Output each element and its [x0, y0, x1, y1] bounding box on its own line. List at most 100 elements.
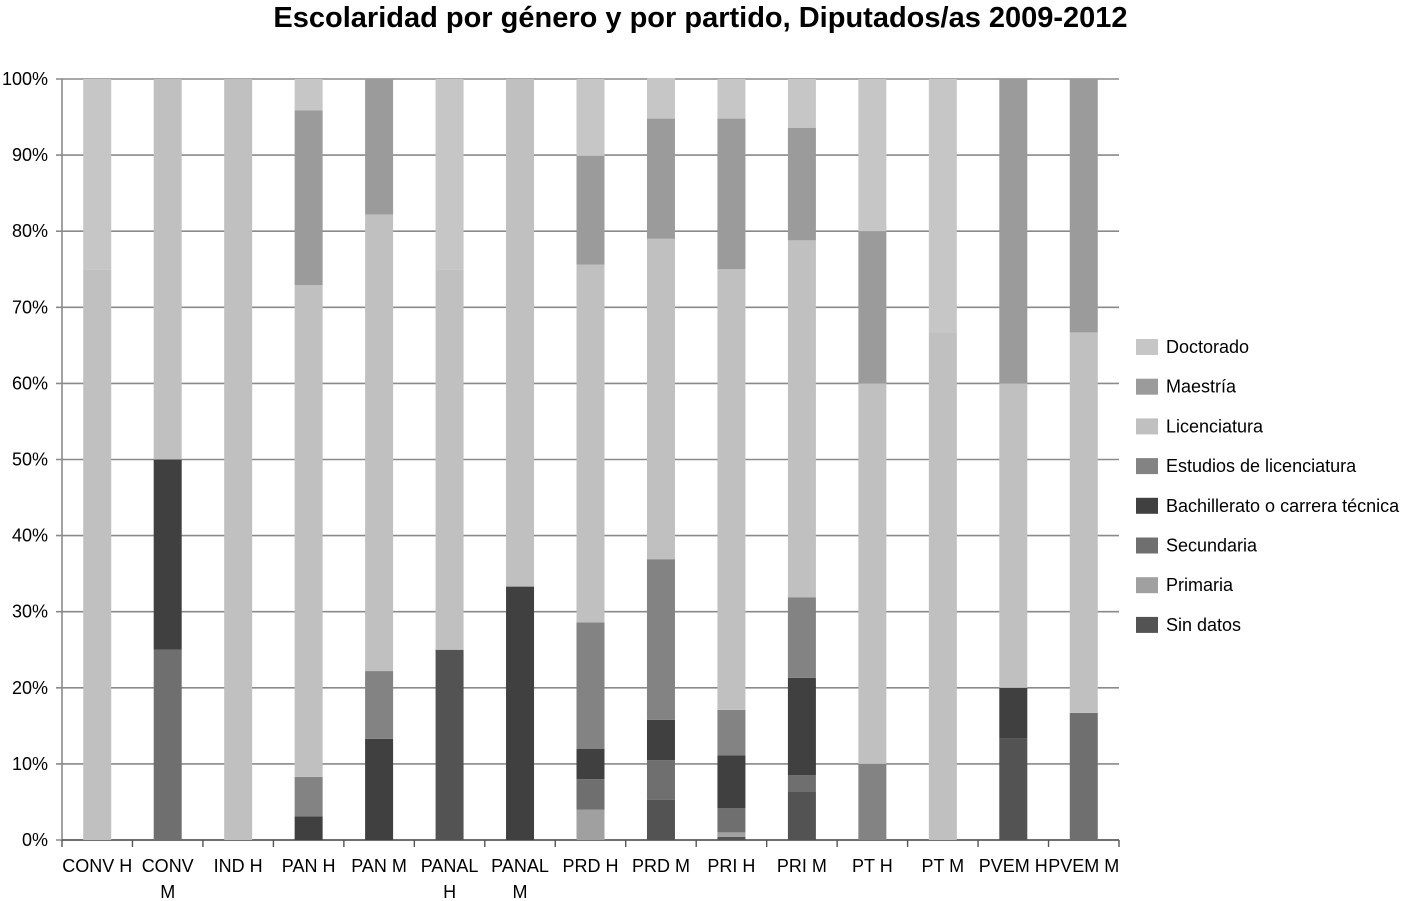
x-tick-label: CONV: [142, 856, 194, 876]
bar-segment: [928, 332, 957, 840]
bar-segment: [294, 110, 323, 286]
x-tick-label: PRD H: [562, 856, 618, 876]
x-tick-label: PANAL: [491, 856, 549, 876]
bar-segment: [717, 79, 746, 119]
legend-label: Estudios de licenciatura: [1166, 456, 1357, 476]
bar-segment: [787, 775, 816, 792]
bar-segment: [294, 285, 323, 777]
bar-segment: [435, 79, 464, 270]
bar-segment: [787, 791, 816, 840]
legend-swatch: [1136, 497, 1158, 514]
bar-segment: [576, 264, 605, 623]
bar-segment: [576, 79, 605, 156]
bar-segment: [153, 459, 182, 650]
legend-label: Licenciatura: [1166, 416, 1264, 436]
bar-segment: [1069, 712, 1098, 840]
bar-segment: [153, 649, 182, 840]
bar-segment: [365, 738, 394, 840]
bar-segment: [646, 559, 675, 720]
y-tick-label: 50%: [12, 450, 48, 470]
bar-segment: [294, 776, 323, 817]
y-tick-label: 100%: [2, 69, 48, 89]
bar-segment: [506, 79, 535, 587]
legend-label: Sin datos: [1166, 615, 1241, 635]
bar-segment: [294, 816, 323, 840]
x-tick-label: PVEM H: [979, 856, 1048, 876]
bar-segment: [717, 709, 746, 756]
legend-swatch: [1136, 537, 1158, 554]
legend: Doctorado Maestría Licenciatura Estudios de…: [1136, 337, 1400, 635]
x-tick-label: PANAL: [421, 856, 479, 876]
bar-segment: [83, 79, 112, 270]
x-tick-label: PRI H: [707, 856, 755, 876]
bar-segment: [576, 748, 605, 780]
bar-segment: [717, 118, 746, 270]
y-tick-label: 40%: [12, 526, 48, 546]
bar-segment: [717, 269, 746, 710]
x-tick-label: PAN M: [351, 856, 407, 876]
bar-segment: [83, 269, 112, 840]
x-tick-label: PRD M: [632, 856, 690, 876]
bar-segment: [928, 79, 957, 333]
bar-segment: [646, 78, 675, 119]
legend-swatch: [1136, 616, 1158, 633]
y-tick-label: 90%: [12, 145, 48, 165]
bar-segment: [858, 763, 887, 840]
bar-segment: [576, 779, 605, 810]
bar-segment: [365, 671, 394, 739]
x-tick-label: H: [443, 882, 456, 901]
bar-segment: [646, 118, 675, 239]
y-tick-label: 20%: [12, 678, 48, 698]
bar-segment: [787, 597, 816, 678]
y-tick-label: 30%: [12, 602, 48, 622]
bar-segment: [576, 809, 605, 840]
x-axis: CONV H CONV M IND H PAN H PAN M PANAL H PANAL M PR…: [62, 856, 1119, 901]
x-tick-label: PT M: [921, 856, 964, 876]
bar-segment: [999, 687, 1028, 739]
bar-segment: [1069, 79, 1098, 333]
bar-segment: [576, 622, 605, 749]
bar-segment: [1069, 332, 1098, 713]
bars: [83, 78, 1098, 840]
bar-segment: [576, 155, 605, 265]
bar-segment: [858, 383, 887, 764]
bar-segment: [858, 79, 887, 232]
bar-segment: [435, 649, 464, 840]
y-tick-label: 10%: [12, 754, 48, 774]
bar-segment: [365, 79, 394, 215]
bar-segment: [787, 240, 816, 598]
legend-label: Bachillerato o carrera técnica: [1166, 496, 1400, 516]
bar-segment: [717, 808, 746, 833]
bar-segment: [224, 79, 253, 840]
legend-swatch: [1136, 458, 1158, 475]
legend-label: Primaria: [1166, 575, 1234, 595]
bar-segment: [717, 755, 746, 809]
legend-label: Doctorado: [1166, 337, 1249, 357]
legend-swatch: [1136, 577, 1158, 594]
y-tick-label: 70%: [12, 297, 48, 317]
bar-segment: [646, 238, 675, 560]
bar-segment: [646, 719, 675, 761]
bar-segment: [646, 760, 675, 800]
x-tick-label: IND H: [214, 856, 263, 876]
bar-segment: [294, 79, 323, 111]
bar-segment: [717, 832, 746, 837]
bar-segment: [999, 383, 1028, 688]
x-tick-label: CONV H: [62, 856, 132, 876]
bar-segment: [153, 79, 182, 460]
legend-swatch: [1136, 339, 1158, 355]
x-tick-label: M: [513, 882, 528, 901]
legend-swatch: [1136, 378, 1158, 395]
bar-segment: [787, 127, 816, 241]
x-tick-label: PRI M: [777, 856, 827, 876]
x-tick-label: PAN H: [282, 856, 336, 876]
bar-segment: [506, 586, 535, 840]
x-tick-label: PVEM M: [1048, 856, 1119, 876]
x-tick-label: PT H: [852, 856, 893, 876]
legend-label: Secundaria: [1166, 536, 1258, 556]
x-tick-label: M: [160, 882, 175, 901]
bar-segment: [787, 677, 816, 776]
legend-swatch: [1136, 418, 1158, 435]
bar-segment: [365, 214, 394, 672]
